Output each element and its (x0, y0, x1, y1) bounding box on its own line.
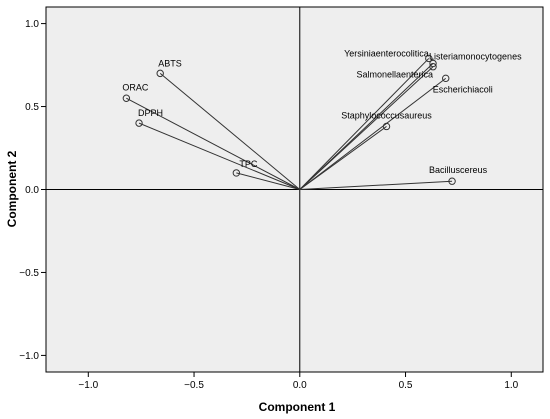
point-label: Bacilluscereus (429, 165, 488, 175)
y-tick-label: −0.5 (19, 268, 39, 279)
x-axis-title: Component 1 (259, 400, 336, 414)
y-tick-label: 0.5 (25, 102, 39, 113)
x-tick-label: −1.0 (78, 380, 98, 391)
y-tick-label: −1.0 (19, 351, 39, 362)
data-point (232, 169, 241, 177)
x-tick-label: 0.0 (293, 380, 307, 391)
data-point (429, 63, 437, 71)
point-label: Staphylococcusaureus (341, 110, 432, 120)
data-point (448, 177, 456, 185)
loading-vector (299, 77, 447, 190)
loading-vector (138, 122, 300, 190)
data-point (135, 119, 143, 127)
point-label: ORAC (122, 82, 149, 92)
data-point (382, 122, 391, 131)
y-axis-title: Component 2 (5, 150, 19, 227)
loading-vector (159, 72, 301, 190)
data-point (425, 54, 433, 63)
y-tick-label: 0.0 (25, 185, 39, 196)
point-label: Escherichiacoli (433, 84, 493, 94)
data-point (442, 74, 450, 83)
point-label: DPPH (138, 108, 163, 118)
loading-vector (236, 172, 300, 190)
data-point (429, 59, 437, 68)
point-label: ABTS (158, 58, 182, 68)
point-label: Listeriamonocytogenes (429, 51, 522, 61)
y-tick-label: 1.0 (25, 19, 39, 30)
point-label: TPC (239, 159, 258, 169)
point-label: Yersiniaenterocolitica (344, 48, 429, 58)
point-label: Salmonellaenterica (356, 70, 433, 80)
data-point (122, 94, 131, 102)
loading-vector (299, 58, 430, 190)
loading-vector (299, 126, 387, 190)
x-tick-label: 1.0 (504, 380, 518, 391)
loading-vector (299, 180, 453, 190)
x-tick-label: −0.5 (184, 380, 204, 391)
data-point (156, 69, 164, 78)
loading-vector (299, 66, 434, 190)
loading-vector (126, 97, 301, 190)
x-tick-label: 0.5 (399, 380, 413, 391)
